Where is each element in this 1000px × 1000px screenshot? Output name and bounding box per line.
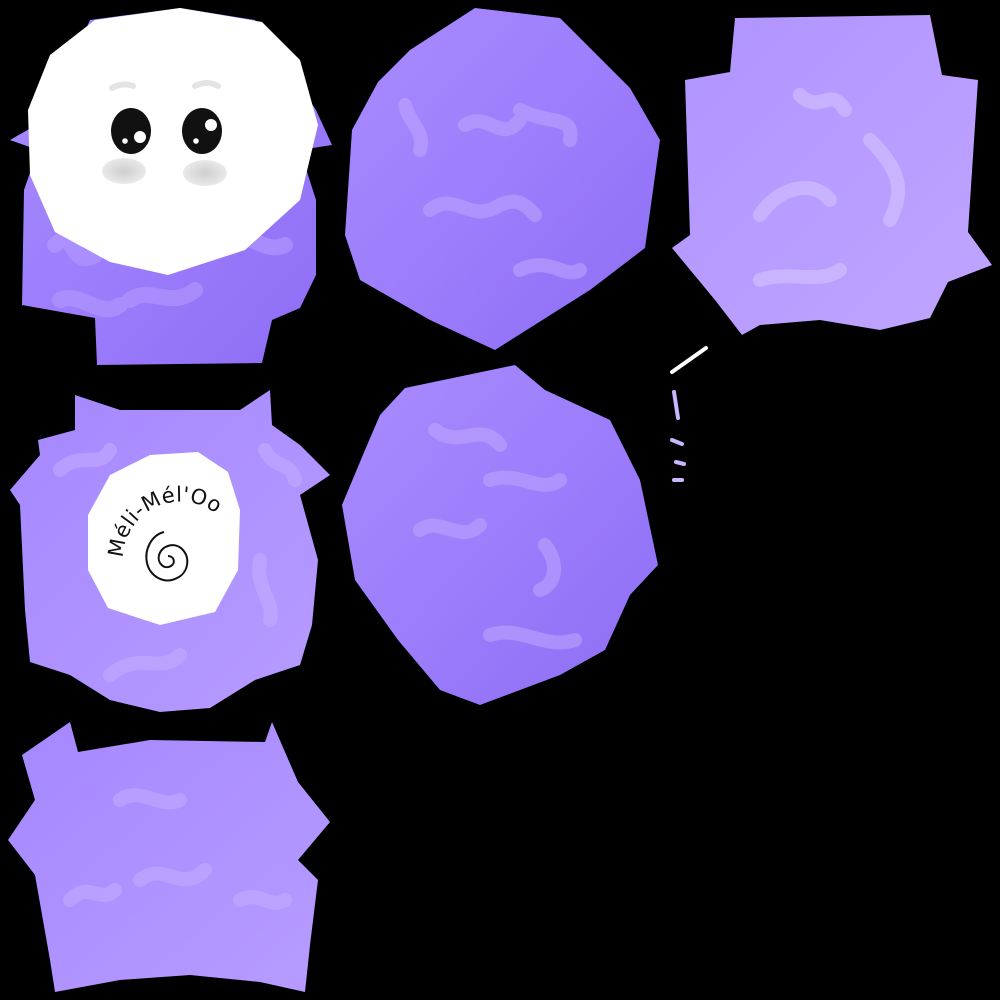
face-patch-white <box>28 8 318 275</box>
back-head-panel <box>672 15 992 335</box>
side-panel-lower <box>342 365 658 705</box>
logo-patch-white <box>88 452 240 625</box>
side-panel-upper <box>345 8 660 350</box>
spiral-icon <box>145 531 189 582</box>
belly-logo-panel: Méli-Mél'Oo <box>10 390 330 712</box>
left-cheek-blush <box>102 158 146 184</box>
right-eye <box>182 108 222 154</box>
right-eyebrow <box>192 80 221 89</box>
left-eye <box>111 108 151 154</box>
bottom-panel <box>8 722 330 992</box>
front-face-panel <box>10 8 332 365</box>
tag-strips <box>670 346 708 482</box>
left-eyebrow <box>109 81 136 91</box>
right-cheek-blush <box>183 160 227 186</box>
